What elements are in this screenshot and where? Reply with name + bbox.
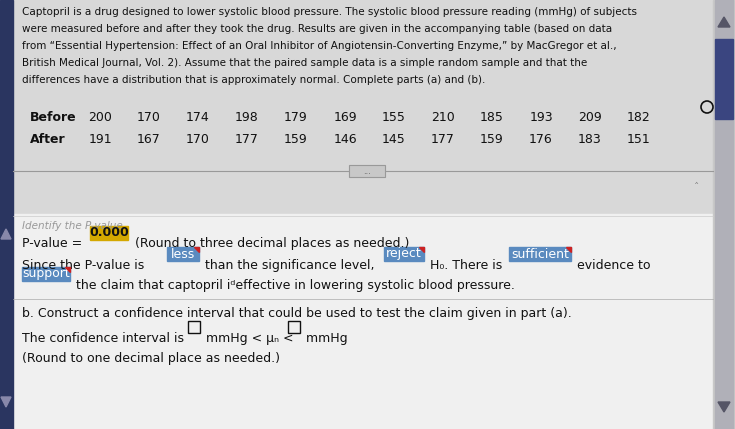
Text: 209: 209 xyxy=(578,111,602,124)
Text: 159: 159 xyxy=(480,133,504,146)
Text: were measured before and after they took the drug. Results are given in the acco: were measured before and after they took… xyxy=(22,24,612,34)
Text: 0.000: 0.000 xyxy=(89,227,129,239)
Polygon shape xyxy=(1,229,11,239)
Text: less: less xyxy=(171,248,195,260)
Text: b. Construct a confidence interval that could be used to test the claim given in: b. Construct a confidence interval that … xyxy=(22,307,572,320)
Polygon shape xyxy=(718,17,730,27)
Text: 174: 174 xyxy=(186,111,210,124)
Text: mmHg: mmHg xyxy=(302,332,348,345)
Text: Captopril is a drug designed to lower systolic blood pressure. The systolic bloo: Captopril is a drug designed to lower sy… xyxy=(22,7,637,17)
Bar xyxy=(90,226,128,240)
Bar xyxy=(13,214,713,429)
Polygon shape xyxy=(566,247,571,252)
Bar xyxy=(22,267,70,281)
Text: British Medical Journal, Vol. 2). Assume that the paired sample data is a simple: British Medical Journal, Vol. 2). Assume… xyxy=(22,58,587,68)
Text: The confidence interval is: The confidence interval is xyxy=(22,332,188,345)
Text: 151: 151 xyxy=(627,133,651,146)
Text: 198: 198 xyxy=(235,111,259,124)
Bar xyxy=(13,0,713,214)
Polygon shape xyxy=(419,247,424,252)
Text: 179: 179 xyxy=(284,111,308,124)
Bar xyxy=(713,0,735,429)
Text: 182: 182 xyxy=(627,111,651,124)
Bar xyxy=(350,165,385,177)
Text: evidence to: evidence to xyxy=(573,259,650,272)
Text: mmHg < μₙ <: mmHg < μₙ < xyxy=(202,332,293,345)
Text: than the significance level,: than the significance level, xyxy=(201,259,375,272)
Bar xyxy=(384,247,424,261)
Text: 191: 191 xyxy=(88,133,112,146)
Text: reject: reject xyxy=(386,248,422,260)
Bar xyxy=(715,39,733,119)
Text: 185: 185 xyxy=(480,111,504,124)
Text: 146: 146 xyxy=(333,133,356,146)
Text: 176: 176 xyxy=(529,133,553,146)
Text: differences have a distribution that is approximately normal. Complete parts (a): differences have a distribution that is … xyxy=(22,75,485,85)
Text: 167: 167 xyxy=(137,133,161,146)
Polygon shape xyxy=(1,397,11,407)
Text: (Round to one decimal place as needed.): (Round to one decimal place as needed.) xyxy=(22,352,280,365)
Bar xyxy=(0,0,735,214)
Text: 145: 145 xyxy=(382,133,406,146)
Polygon shape xyxy=(65,267,70,272)
Bar xyxy=(0,0,13,429)
Text: P-value =: P-value = xyxy=(22,237,82,250)
Text: 155: 155 xyxy=(382,111,406,124)
Text: 193: 193 xyxy=(529,111,553,124)
Text: 183: 183 xyxy=(578,133,602,146)
Text: 170: 170 xyxy=(137,111,161,124)
Bar xyxy=(188,321,200,333)
Bar xyxy=(715,0,733,429)
Polygon shape xyxy=(194,247,199,252)
Text: 170: 170 xyxy=(186,133,210,146)
Text: sufficient: sufficient xyxy=(511,248,569,260)
Text: 177: 177 xyxy=(235,133,259,146)
Text: After: After xyxy=(30,133,65,146)
Text: H₀. There is: H₀. There is xyxy=(426,259,502,272)
Bar xyxy=(288,321,300,333)
Text: 177: 177 xyxy=(431,133,455,146)
Text: ‸: ‸ xyxy=(695,174,698,184)
Bar xyxy=(350,165,385,177)
Text: support: support xyxy=(22,268,70,281)
Bar xyxy=(0,214,735,429)
Bar xyxy=(509,247,571,261)
Text: the claim that captopril iᵈeffective in lowering systolic blood pressure.: the claim that captopril iᵈeffective in … xyxy=(72,279,515,292)
Text: 159: 159 xyxy=(284,133,308,146)
Bar xyxy=(167,247,199,261)
Text: ...: ... xyxy=(364,166,371,175)
Text: (Round to three decimal places as needed.): (Round to three decimal places as needed… xyxy=(131,237,409,250)
Text: Identify the P-value.: Identify the P-value. xyxy=(22,221,126,231)
Text: Since the P-value is: Since the P-value is xyxy=(22,259,148,272)
Text: 210: 210 xyxy=(431,111,455,124)
Text: Before: Before xyxy=(30,111,76,124)
Text: from “Essential Hypertension: Effect of an Oral Inhibitor of Angiotensin-Convert: from “Essential Hypertension: Effect of … xyxy=(22,41,617,51)
Text: 200: 200 xyxy=(88,111,112,124)
Polygon shape xyxy=(718,402,730,412)
Text: 169: 169 xyxy=(333,111,356,124)
